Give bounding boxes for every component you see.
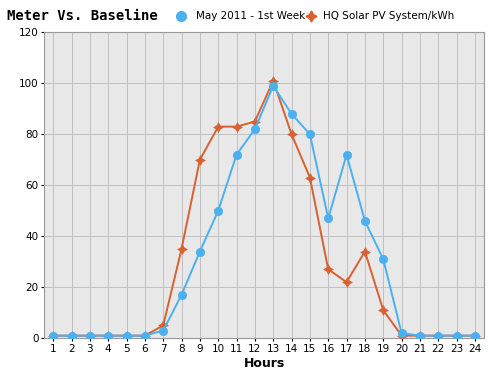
Text: May 2011 - 1st Week: May 2011 - 1st Week <box>195 11 304 21</box>
Text: HQ Solar PV System/kWh: HQ Solar PV System/kWh <box>322 11 453 21</box>
X-axis label: Hours: Hours <box>243 356 284 369</box>
Text: Meter Vs. Baseline: Meter Vs. Baseline <box>7 9 158 23</box>
